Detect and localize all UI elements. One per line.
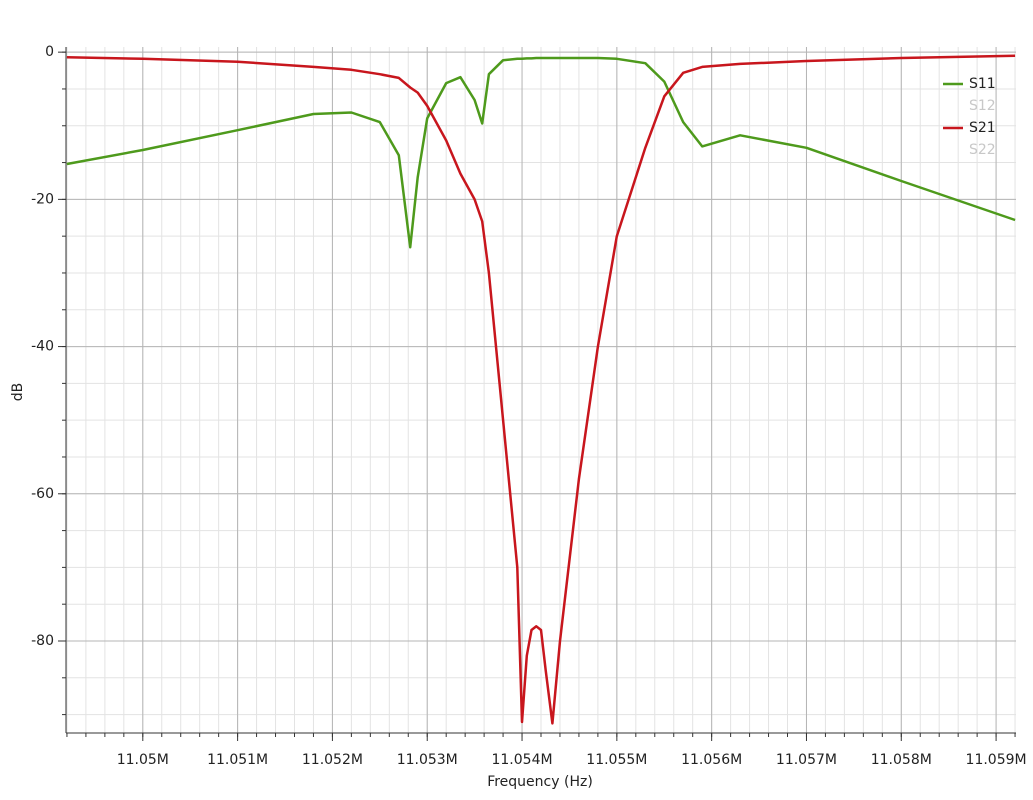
y-tick-label: -40 [31, 339, 54, 355]
x-tick-label: 11.056M [681, 752, 742, 768]
x-tick-label: 11.051M [207, 752, 268, 768]
legend-label: S11 [969, 76, 996, 92]
series-line [66, 54, 1016, 725]
series-line [66, 56, 1016, 249]
legend-label: S22 [969, 142, 996, 158]
x-tick-label: 11.059M [966, 752, 1027, 768]
y-tick-label: 0 [45, 44, 54, 60]
x-tick-label: 11.055M [586, 752, 647, 768]
x-tick-label: 11.052M [302, 752, 363, 768]
x-tick-label: 11.05M [117, 752, 169, 768]
x-tick-label: 11.058M [871, 752, 932, 768]
x-tick-label: 11.054M [491, 752, 552, 768]
y-tick-label: -60 [31, 486, 54, 502]
y-tick-label: -80 [31, 633, 54, 649]
legend-label: S21 [969, 120, 996, 136]
y-tick-label: -20 [31, 191, 54, 207]
x-tick-label: 11.057M [776, 752, 837, 768]
legend-label: S12 [969, 98, 996, 114]
x-axis-label: Frequency (Hz) [487, 774, 593, 790]
x-tick-label: 11.053M [397, 752, 458, 768]
y-axis-label: dB [10, 383, 26, 402]
